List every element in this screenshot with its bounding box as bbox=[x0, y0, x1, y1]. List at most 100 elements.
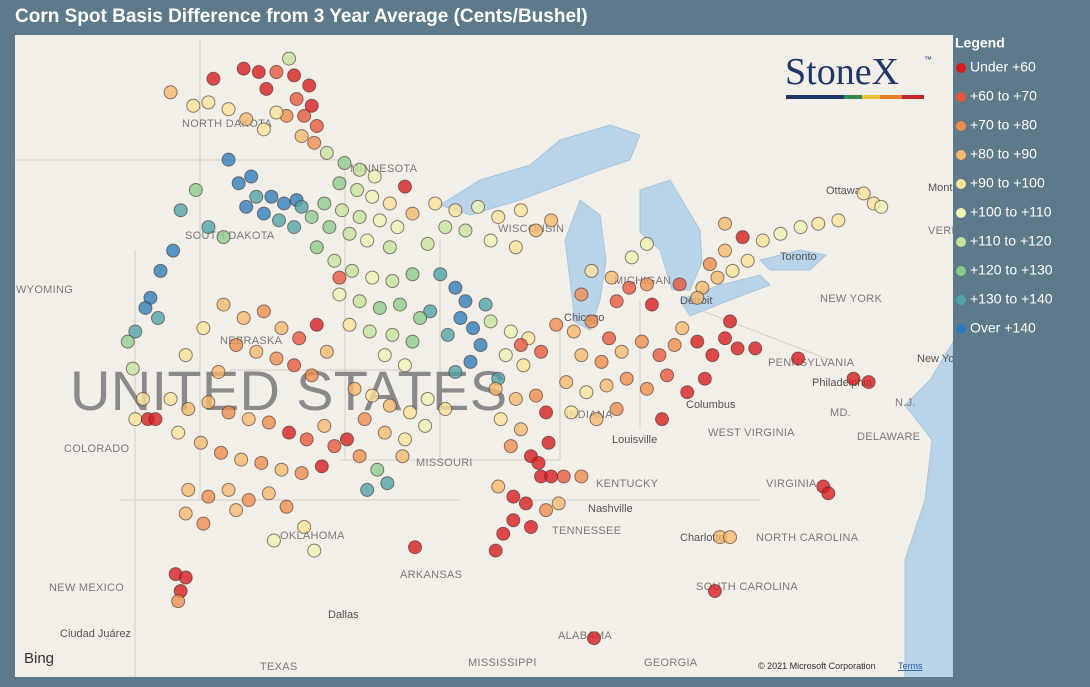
location-point bbox=[307, 135, 322, 150]
location-point bbox=[710, 270, 725, 285]
legend-swatch[interactable] bbox=[956, 208, 966, 218]
location-point bbox=[518, 496, 533, 511]
legend-label[interactable]: +120 to +130 bbox=[970, 262, 1053, 278]
legend-swatch[interactable] bbox=[956, 63, 966, 73]
terms-link[interactable]: Terms bbox=[898, 661, 923, 671]
location-point bbox=[317, 196, 332, 211]
borders bbox=[15, 40, 831, 677]
legend-label[interactable]: +90 to +100 bbox=[970, 175, 1045, 191]
location-point bbox=[214, 445, 228, 460]
location-point bbox=[491, 209, 506, 224]
location-point bbox=[382, 196, 397, 211]
location-point bbox=[128, 412, 143, 427]
location-point bbox=[259, 81, 274, 96]
map-label: WEST VIRGINIA bbox=[708, 427, 795, 439]
location-point bbox=[690, 334, 705, 349]
location-point bbox=[513, 338, 528, 353]
location-point bbox=[345, 263, 360, 278]
location-point bbox=[566, 324, 581, 339]
legend-label[interactable]: +130 to +140 bbox=[970, 291, 1053, 307]
location-point bbox=[539, 405, 554, 420]
location-point bbox=[644, 297, 659, 312]
location-point bbox=[602, 331, 617, 346]
map-label: MINNESOTA bbox=[350, 163, 418, 175]
location-point bbox=[269, 351, 284, 366]
location-point bbox=[297, 108, 312, 123]
logo-mark: ™ bbox=[924, 55, 932, 64]
location-point bbox=[523, 520, 538, 534]
map-label: TENNESSEE bbox=[552, 525, 621, 537]
location-point bbox=[433, 267, 448, 282]
legend-swatch[interactable] bbox=[956, 150, 966, 160]
location-point bbox=[725, 263, 740, 278]
location-point bbox=[241, 412, 256, 427]
legend: Under +60 +60 to +70 +70 to +80 +80 to +90 +… bbox=[956, 59, 1053, 336]
location-point bbox=[791, 351, 806, 366]
location-point bbox=[448, 364, 463, 379]
location-point bbox=[556, 469, 571, 484]
location-point bbox=[178, 570, 193, 585]
location-point bbox=[559, 375, 574, 390]
city-label: Ciudad Juárez bbox=[60, 628, 131, 640]
legend-swatch[interactable] bbox=[956, 237, 966, 247]
location-point bbox=[249, 189, 264, 204]
location-point bbox=[385, 273, 400, 288]
location-point bbox=[327, 439, 342, 454]
location-point bbox=[723, 314, 738, 329]
location-point bbox=[188, 183, 203, 197]
location-point bbox=[241, 493, 256, 508]
location-point bbox=[332, 270, 347, 285]
legend-label[interactable]: Over +140 bbox=[970, 320, 1036, 336]
legend-label[interactable]: Under +60 bbox=[970, 59, 1036, 75]
location-point bbox=[493, 412, 508, 427]
legend-label[interactable]: +110 to +120 bbox=[970, 233, 1052, 249]
legend-swatch[interactable] bbox=[956, 92, 966, 102]
location-point bbox=[773, 226, 788, 241]
location-point bbox=[287, 220, 302, 235]
location-point bbox=[730, 341, 745, 356]
legend-swatch[interactable] bbox=[956, 179, 966, 189]
location-point bbox=[539, 503, 554, 518]
copyright: © 2021 Microsoft Corporation bbox=[758, 661, 876, 671]
location-point bbox=[594, 354, 609, 369]
location-point bbox=[181, 402, 196, 417]
location-point bbox=[319, 145, 334, 160]
location-point bbox=[309, 317, 324, 332]
legend-title: Legend bbox=[955, 35, 1005, 51]
location-point bbox=[360, 233, 375, 248]
legend-swatch[interactable] bbox=[956, 266, 966, 276]
location-point bbox=[334, 203, 349, 218]
map-label: COLORADO bbox=[64, 443, 129, 455]
location-point bbox=[380, 476, 395, 491]
location-point bbox=[707, 584, 722, 599]
legend-label[interactable]: +80 to +90 bbox=[970, 146, 1037, 162]
location-point bbox=[589, 412, 604, 427]
location-point bbox=[697, 371, 712, 386]
legend-label[interactable]: +70 to +80 bbox=[970, 117, 1037, 133]
location-point bbox=[279, 499, 294, 514]
location-point bbox=[342, 317, 357, 332]
location-point bbox=[604, 270, 619, 285]
location-point bbox=[491, 479, 506, 494]
location-point bbox=[395, 449, 410, 464]
location-point bbox=[639, 236, 654, 251]
location-point bbox=[151, 311, 165, 326]
location-point bbox=[672, 277, 687, 292]
location-point bbox=[622, 280, 637, 295]
legend-label[interactable]: +60 to +70 bbox=[970, 88, 1037, 104]
location-point bbox=[254, 455, 269, 470]
location-point bbox=[138, 300, 153, 315]
legend-swatch[interactable] bbox=[956, 121, 966, 131]
legend-swatch[interactable] bbox=[956, 295, 966, 305]
location-point bbox=[340, 432, 354, 447]
map: UNITED STATES NORTH DAKOTA MINNESOTA SOU… bbox=[15, 35, 953, 677]
logo: StoneX ™ bbox=[785, 51, 932, 99]
location-point bbox=[342, 226, 357, 241]
legend-swatch[interactable] bbox=[956, 324, 966, 334]
location-point bbox=[365, 189, 380, 204]
location-point bbox=[448, 280, 463, 295]
legend-label[interactable]: +100 to +110 bbox=[970, 204, 1052, 220]
map-label: KENTUCKY bbox=[596, 478, 659, 490]
location-point bbox=[498, 348, 513, 363]
location-point bbox=[438, 220, 453, 235]
